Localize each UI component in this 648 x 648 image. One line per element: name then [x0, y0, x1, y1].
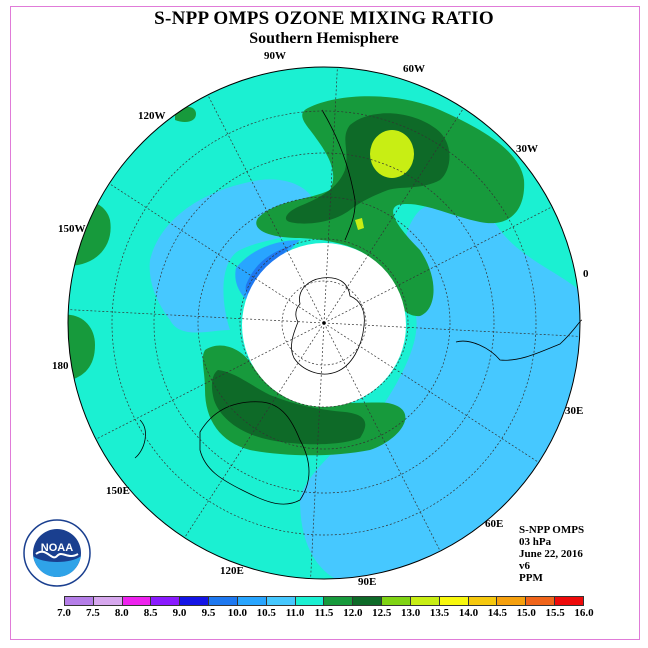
colorbar-tick-label: 9.0 — [172, 607, 187, 619]
colorbar-swatch — [294, 596, 324, 606]
meridian-line — [95, 322, 325, 440]
coastline-southamerica — [321, 109, 356, 241]
colorbar-swatch — [179, 596, 209, 606]
colorbar-swatch — [352, 596, 382, 606]
meridian-line — [323, 206, 553, 324]
colorbar-swatch — [496, 596, 526, 606]
colorbar-tick-label: 15.0 — [516, 607, 536, 619]
meridian-line — [323, 67, 338, 324]
lon-label-30e: 30E — [565, 405, 584, 417]
plot-frame — [10, 6, 640, 640]
colorbar-tick-label: 15.5 — [545, 607, 565, 619]
colorbar-tick-label: 13.5 — [429, 607, 450, 619]
info-block: S-NPP OMPS 03 hPa June 22, 2016 v6 PPM — [519, 524, 584, 584]
colorbar-tick-label: 7.5 — [86, 607, 100, 619]
meridian-line — [109, 183, 325, 324]
info-units: PPM — [519, 572, 543, 584]
colorbar-tick-label: 10.0 — [227, 607, 247, 619]
lon-label-60w: 60W — [403, 63, 425, 75]
lon-label-60e: 60E — [485, 518, 504, 530]
colorbar-tick-label: 8.5 — [143, 607, 158, 619]
colorbar-swatch — [467, 596, 497, 606]
noaa-logo-text: NOAA — [41, 542, 73, 554]
lon-label-150w: 150W — [58, 223, 86, 235]
field-green-top — [175, 106, 196, 122]
info-level: 03 hPa — [519, 536, 552, 548]
lon-label-150e: 150E — [106, 485, 130, 497]
coastline-africa — [455, 319, 583, 361]
field-max-13 — [370, 130, 414, 178]
colorbar-ticks: 7.0 7.5 8.0 8.5 9.0 9.5 10.0 10.5 11.0 11.5 12.0 12… — [57, 607, 594, 621]
colorbar-swatch — [92, 596, 122, 606]
colorbar-tick-label: 11.5 — [314, 607, 334, 619]
meridian-line — [310, 322, 325, 579]
colorbar-swatch — [265, 596, 295, 606]
coastline-antarctica-inner — [291, 277, 365, 375]
south-pole-marker — [322, 321, 326, 325]
lon-label-90w: 90W — [264, 50, 286, 62]
colorbar-swatch — [236, 596, 266, 606]
colorbar-tick-label: 14.0 — [458, 607, 479, 619]
coastline-newzealand — [134, 419, 146, 459]
colorbar-swatch — [64, 596, 93, 606]
colorbar-tick-label: 12.0 — [343, 607, 363, 619]
lon-label-30w: 30W — [516, 143, 538, 155]
lon-label-0: 0 — [583, 268, 589, 280]
coastline-australia — [199, 401, 310, 505]
colorbar-tick-label: 13.0 — [401, 607, 421, 619]
colorbar-swatch — [323, 596, 353, 606]
meridian-line — [184, 322, 325, 538]
colorbar-swatch — [525, 596, 555, 606]
meridian-line — [323, 322, 539, 463]
colorbar-swatch — [438, 596, 468, 606]
lon-label-120e: 120E — [220, 565, 244, 577]
chart-subtitle: Southern Hemisphere — [249, 30, 399, 47]
map-boundary — [67, 66, 581, 580]
meridian-line — [323, 322, 580, 337]
field-green-north — [256, 96, 525, 317]
colorbar-tick-label: 10.5 — [256, 607, 276, 619]
colorbar-tick-label: 12.5 — [372, 607, 392, 619]
colorbar-swatch — [554, 596, 584, 606]
colorbar-swatch — [121, 596, 151, 606]
colorbar-tick-label: 14.5 — [487, 607, 507, 619]
field-darkgreen-south — [211, 370, 366, 445]
info-instrument: S-NPP OMPS — [519, 524, 585, 536]
graticule — [68, 67, 580, 579]
lon-label-90e: 90E — [358, 576, 377, 588]
colorbar-tick-label: 16.0 — [574, 607, 594, 619]
field-max-small — [355, 218, 364, 230]
info-date: June 22, 2016 — [519, 548, 583, 560]
colorbar-swatch — [409, 596, 439, 606]
lon-label-180: 180 — [52, 360, 69, 372]
colorbar-tick-label: 9.5 — [201, 607, 216, 619]
meridian-line — [323, 108, 464, 324]
colorbar-swatch — [208, 596, 237, 606]
colorbar-swatch — [381, 596, 410, 606]
noaa-logo: NOAA — [23, 519, 91, 587]
colorbar — [64, 596, 584, 606]
meridian-line — [68, 309, 325, 324]
meridian-line — [207, 94, 325, 324]
meridian-line — [323, 322, 441, 552]
colorbar-swatch — [150, 596, 180, 606]
chart-title: S-NPP OMPS OZONE MIXING RATIO — [154, 8, 494, 29]
info-version: v6 — [519, 560, 530, 572]
colorbar-tick-label: 8.0 — [114, 607, 129, 619]
colorbar-tick-label: 11.0 — [285, 607, 305, 619]
colorbar-tick-label: 7.0 — [57, 607, 71, 619]
lon-label-120w: 120W — [138, 110, 166, 122]
